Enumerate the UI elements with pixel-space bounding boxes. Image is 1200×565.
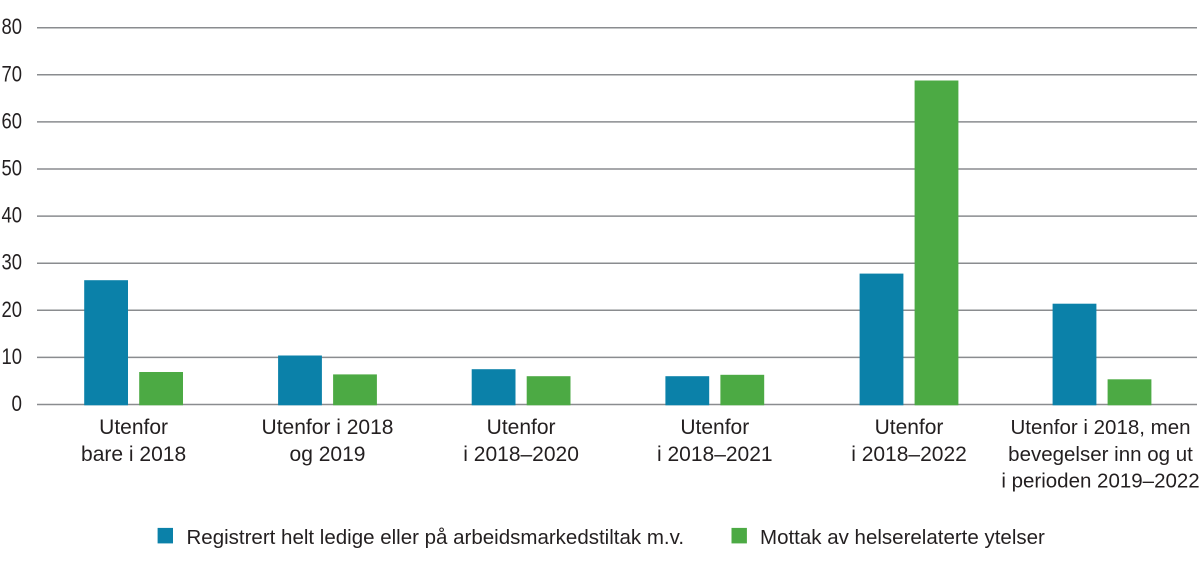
svg-text:i 2018–2020: i 2018–2020 bbox=[463, 443, 579, 466]
svg-text:Utenfor: Utenfor bbox=[99, 416, 168, 439]
svg-text:10: 10 bbox=[2, 344, 23, 369]
svg-text:Utenfor: Utenfor bbox=[487, 416, 556, 439]
svg-text:Registrert helt ledige eller p: Registrert helt ledige eller på arbeidsm… bbox=[187, 526, 685, 549]
svg-text:Utenfor i 2018, men: Utenfor i 2018, men bbox=[1010, 416, 1190, 439]
svg-text:bare i 2018: bare i 2018 bbox=[81, 443, 186, 466]
svg-text:Utenfor: Utenfor bbox=[680, 416, 749, 439]
svg-text:i perioden 2019–2022: i perioden 2019–2022 bbox=[1001, 470, 1199, 493]
svg-text:Utenfor: Utenfor bbox=[875, 416, 944, 439]
svg-text:80: 80 bbox=[2, 14, 23, 39]
svg-text:60: 60 bbox=[2, 108, 23, 133]
svg-text:20: 20 bbox=[2, 297, 23, 322]
svg-text:70: 70 bbox=[2, 61, 23, 86]
svg-text:0: 0 bbox=[12, 391, 23, 416]
svg-text:og 2019: og 2019 bbox=[290, 443, 366, 466]
svg-text:i 2018–2022: i 2018–2022 bbox=[851, 443, 967, 466]
svg-text:bevegelser inn og ut: bevegelser inn og ut bbox=[1008, 443, 1193, 466]
svg-text:40: 40 bbox=[2, 203, 23, 228]
svg-text:Utenfor i 2018: Utenfor i 2018 bbox=[262, 416, 394, 439]
svg-text:30: 30 bbox=[2, 250, 23, 275]
svg-text:i 2018–2021: i 2018–2021 bbox=[657, 443, 773, 466]
svg-text:Mottak av helserelaterte ytels: Mottak av helserelaterte ytelser bbox=[760, 526, 1045, 549]
svg-text:50: 50 bbox=[2, 156, 23, 181]
